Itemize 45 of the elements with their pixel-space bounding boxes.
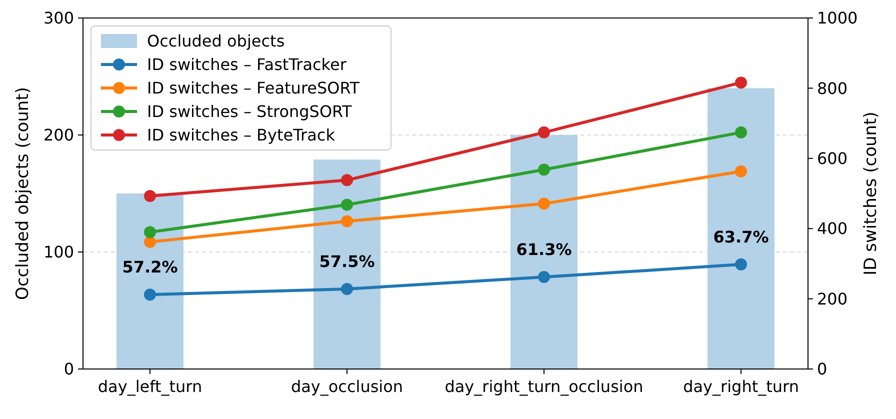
y-tick-label: 100: [43, 242, 74, 262]
point: [340, 198, 353, 211]
point: [144, 288, 156, 301]
legend-label: Occluded objects: [147, 32, 285, 51]
point: [340, 215, 353, 228]
x-tick-label: day_right_turn: [683, 377, 799, 396]
point: [538, 271, 550, 284]
annotation: 57.5%: [319, 252, 375, 271]
y-axis-title: Occluded objects (count): [13, 87, 33, 300]
point: [538, 126, 550, 138]
point: [735, 126, 748, 138]
y-tick-label: 0: [64, 360, 74, 379]
annotation: 63.7%: [713, 227, 769, 246]
y-tick-label: 200: [43, 126, 74, 145]
y2-tick-label: 800: [817, 78, 848, 98]
point: [538, 164, 550, 176]
y-tick-label: 300: [43, 8, 74, 28]
legend-label: ID switches – FastTracker: [147, 55, 347, 74]
y2-tick-label: 400: [817, 219, 848, 238]
point: [144, 236, 156, 248]
point: [735, 76, 748, 89]
legend-label: ID switches – FeatureSORT: [147, 78, 360, 98]
y2-tick-label: 0: [817, 360, 828, 379]
bar: [314, 160, 380, 369]
bar: [510, 135, 578, 369]
point: [538, 198, 550, 210]
y2-axis-title: ID switches (count): [861, 112, 881, 276]
annotation: 61.3%: [516, 240, 572, 260]
legend-label: ID switches – ByteTrack: [147, 126, 336, 145]
bar: [116, 194, 184, 369]
legend-label: ID switches – StrongSORT: [147, 102, 352, 122]
y2-tick-label: 200: [817, 289, 848, 308]
x-tick-label: day_occlusion: [290, 377, 404, 396]
x-tick-label: day_left_turn: [98, 377, 202, 396]
point: [735, 165, 748, 178]
y2-tick-label: 600: [817, 149, 848, 168]
point: [144, 190, 156, 202]
x-tick-label: day_right_turn_occlusion: [444, 377, 644, 396]
point: [340, 282, 353, 295]
point: [340, 174, 353, 186]
bar: [708, 88, 775, 369]
y2-tick-label: 1000: [817, 8, 858, 28]
point: [735, 258, 748, 270]
point: [144, 226, 156, 238]
annotation: 57.2%: [122, 258, 178, 277]
